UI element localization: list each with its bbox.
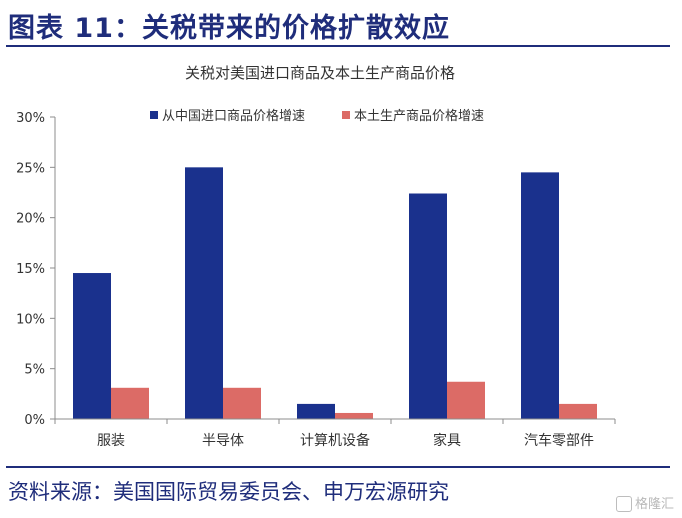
- legend-swatch: [342, 111, 350, 119]
- bar-imported-china: [409, 193, 447, 419]
- source-rule: [6, 466, 670, 468]
- bar-domestic: [447, 381, 485, 419]
- watermark-logo-icon: [615, 496, 632, 512]
- y-tick-label: 25%: [16, 161, 45, 176]
- y-tick-label: 30%: [16, 111, 45, 126]
- y-tick-label: 20%: [16, 212, 45, 227]
- bar-domestic: [335, 412, 373, 419]
- chart-title: 关税对美国进口商品及本土生产商品价格: [185, 64, 455, 82]
- figure-title: 图表 11：关税带来的价格扩散效应: [8, 13, 450, 44]
- bar-imported-china: [185, 167, 223, 419]
- x-tick-label: 半导体: [202, 433, 244, 449]
- y-tick-label: 5%: [24, 363, 45, 378]
- y-tick-label: 10%: [16, 312, 45, 327]
- bar-domestic: [223, 387, 261, 419]
- bar-imported-china: [297, 403, 335, 419]
- watermark-text: 格隆汇: [634, 496, 674, 512]
- bar-chart: 关税对美国进口商品及本土生产商品价格 从中国进口商品价格增速 本土生产商品价格增速…: [16, 64, 616, 449]
- y-tick-label: 15%: [16, 262, 45, 277]
- x-axis: 服装 半导体 计算机设备 家具 汽车零部件: [54, 418, 616, 449]
- y-tick-label: 0%: [24, 413, 45, 428]
- x-tick-label: 汽车零部件: [524, 432, 594, 449]
- legend-swatch: [150, 111, 158, 119]
- x-tick-label: 服装: [97, 433, 125, 449]
- legend: 从中国进口商品价格增速 本土生产商品价格增速: [150, 108, 484, 124]
- legend-label: 从中国进口商品价格增速: [162, 108, 305, 124]
- bar-domestic: [559, 403, 597, 419]
- watermark: 格隆汇: [615, 493, 674, 512]
- x-tick-label: 家具: [433, 432, 461, 449]
- source-note: 资料来源：美国国际贸易委员会、申万宏源研究: [8, 480, 449, 504]
- bar-domestic: [111, 387, 149, 419]
- legend-label: 本土生产商品价格增速: [354, 108, 484, 124]
- bars: [73, 167, 597, 419]
- bar-imported-china: [521, 172, 559, 419]
- x-tick-label: 计算机设备: [300, 432, 370, 449]
- title-rule: [6, 45, 670, 47]
- bar-imported-china: [73, 273, 111, 419]
- y-axis: 0% 5% 10% 15% 20% 25% 30%: [16, 111, 56, 428]
